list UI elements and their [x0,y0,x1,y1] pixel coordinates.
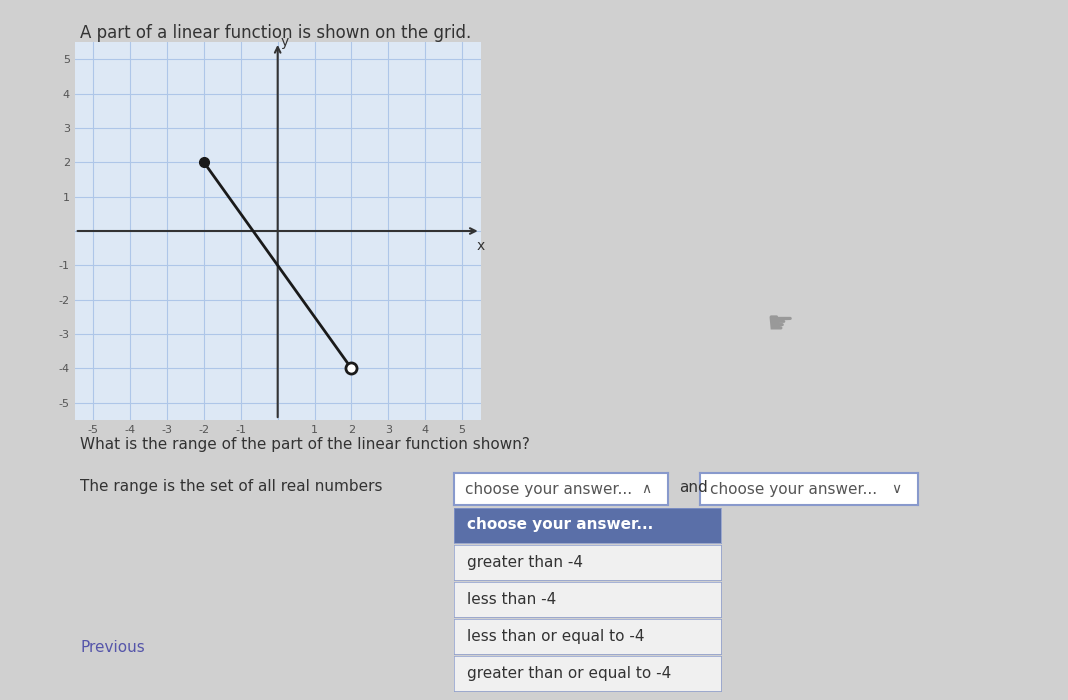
Text: x: x [476,239,485,253]
Text: A part of a linear function is shown on the grid.: A part of a linear function is shown on … [80,25,471,43]
Text: less than -4: less than -4 [468,592,556,607]
Text: What is the range of the part of the linear function shown?: What is the range of the part of the lin… [80,438,530,452]
Text: and: and [679,480,708,494]
Text: The range is the set of all real numbers: The range is the set of all real numbers [80,480,382,494]
Text: choose your answer...: choose your answer... [465,482,631,497]
Text: ∧: ∧ [641,482,651,496]
Text: choose your answer...: choose your answer... [468,517,654,533]
Text: ☛: ☛ [767,311,795,340]
Text: ∨: ∨ [892,482,901,496]
Text: greater than or equal to -4: greater than or equal to -4 [468,666,672,681]
Text: choose your answer...: choose your answer... [710,482,878,497]
Text: greater than -4: greater than -4 [468,554,583,570]
Text: Previous: Previous [80,640,145,655]
Text: less than or equal to -4: less than or equal to -4 [468,629,645,644]
Text: y: y [281,35,289,49]
